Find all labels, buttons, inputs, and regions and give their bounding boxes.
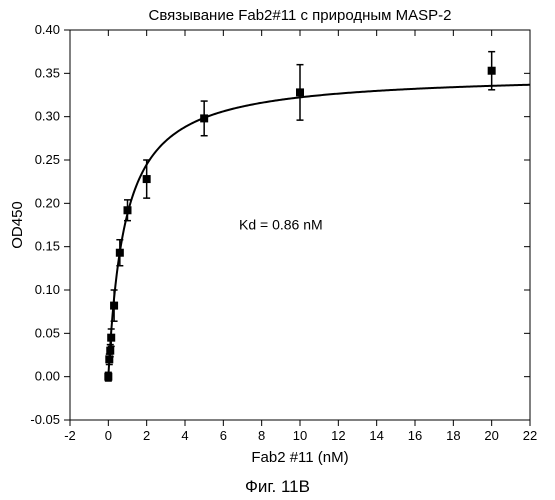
x-tick-label: 10 [293, 428, 307, 443]
y-tick-label: -0.05 [30, 412, 60, 427]
binding-curve-chart: -2 0 2 4 6 8 10 12 14 16 18 20 22 -0.05 0.00 0.05 0.10 0.… [0, 0, 555, 500]
data-point [108, 334, 115, 341]
x-tick-label: 6 [220, 428, 227, 443]
x-tick-label: 20 [484, 428, 498, 443]
x-tick-label: 18 [446, 428, 460, 443]
x-tick-label: -2 [64, 428, 76, 443]
x-tick-label: 2 [143, 428, 150, 443]
y-tick-label: 0.10 [35, 282, 60, 297]
x-tick-label: 22 [523, 428, 537, 443]
y-tick-label: 0.25 [35, 152, 60, 167]
chart-title: Связывание Fab2#11 с природным MASP-2 [148, 7, 451, 24]
x-tick-label: 16 [408, 428, 422, 443]
data-point [201, 115, 208, 122]
chart-container: { "chart": { "type": "scatter-with-fit",… [0, 0, 555, 500]
y-tick-label: 0.20 [35, 195, 60, 210]
data-point [297, 89, 304, 96]
x-tick-label: 4 [181, 428, 188, 443]
y-tick-label: 0.00 [35, 369, 60, 384]
data-point [107, 347, 114, 354]
figure-caption: Фиг. 11B [245, 477, 310, 496]
data-point [116, 249, 123, 256]
data-point [488, 67, 495, 74]
data-point [143, 176, 150, 183]
data-point [105, 373, 112, 380]
y-tick-label: 0.05 [35, 325, 60, 340]
data-point [124, 207, 131, 214]
y-tick-label: 0.30 [35, 109, 60, 124]
x-axis-label: Fab2 #11 (nM) [251, 449, 348, 466]
x-tick-label: 12 [331, 428, 345, 443]
x-tick-label: 8 [258, 428, 265, 443]
y-axis-label: OD450 [9, 201, 26, 249]
x-tick-label: 0 [105, 428, 112, 443]
x-tick-label: 14 [369, 428, 383, 443]
y-tick-label: 0.40 [35, 22, 60, 37]
kd-annotation: Kd = 0.86 nM [239, 216, 323, 232]
y-tick-label: 0.35 [35, 65, 60, 80]
y-tick-label: 0.15 [35, 239, 60, 254]
data-point [111, 302, 118, 309]
